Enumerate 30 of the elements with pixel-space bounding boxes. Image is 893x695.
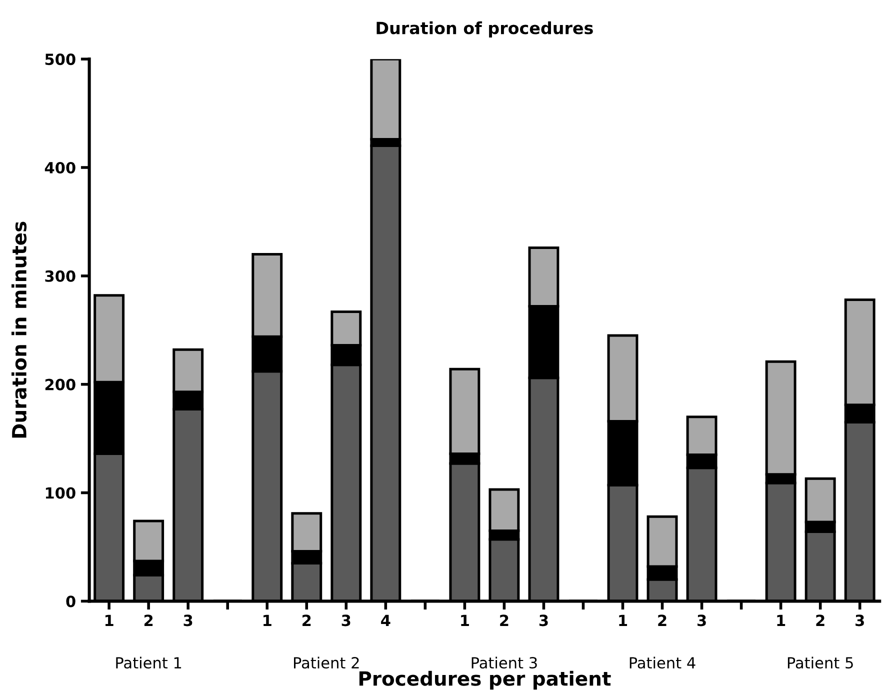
y-tick-label: 100: [46, 487, 76, 499]
x-tick-label: 3: [856, 614, 864, 626]
text: Patient 3: [472, 656, 537, 669]
text: Patient 1: [116, 656, 182, 669]
x-tick-label: 1: [777, 614, 786, 626]
x-tick-label: 1: [105, 614, 114, 626]
x-tick-label: 3: [697, 614, 706, 626]
x-tick-label: 2: [144, 614, 153, 626]
x-tick-label: 3: [342, 614, 350, 626]
y-tick-label: 400: [44, 162, 76, 174]
x-axis-title: Procedures per patient: [359, 670, 611, 690]
y-tick-label: 500: [45, 54, 76, 66]
x-tick-label: 1: [461, 614, 469, 626]
y-tick-label: 300: [45, 270, 76, 282]
x-tick-label: 2: [816, 614, 824, 626]
x-tick-label: 3: [539, 614, 548, 626]
y-tick-label: 200: [45, 378, 76, 390]
x-tick-label: 4: [381, 614, 390, 626]
text: Patient 2: [294, 656, 359, 669]
x-tick-label: 1: [264, 614, 272, 626]
y-axis-title: Duration in minutes: [12, 222, 27, 438]
x-tick-label: 2: [302, 614, 311, 626]
text: Patient 5: [788, 656, 853, 669]
text: Patient 4: [630, 656, 696, 669]
y-tick-label: 0: [66, 596, 76, 608]
x-tick-label: 2: [658, 614, 666, 626]
x-tick-label: 2: [500, 614, 508, 626]
x-tick-label: 1: [619, 614, 628, 626]
chart-title: Duration of procedures: [376, 21, 593, 38]
x-tick-label: 3: [184, 614, 192, 626]
